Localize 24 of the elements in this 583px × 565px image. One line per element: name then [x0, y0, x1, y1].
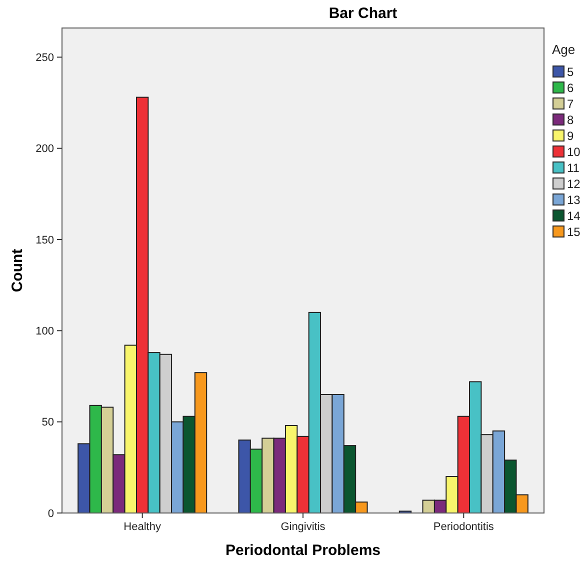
x-tick-label: Periodontitis [433, 521, 494, 533]
legend-label: 12 [567, 177, 581, 191]
legend-label: 15 [567, 225, 581, 239]
y-tick-label: 0 [48, 508, 54, 520]
y-axis-title: Count [9, 248, 26, 292]
legend-label: 14 [567, 209, 581, 223]
legend-label: 6 [567, 81, 574, 95]
y-tick-label: 150 [36, 234, 54, 246]
legend-label: 13 [567, 193, 581, 207]
legend-label: 10 [567, 145, 581, 159]
x-tick-label: Healthy [124, 521, 162, 533]
x-tick-label: Gingivitis [280, 521, 326, 533]
chart-title: Bar Chart [328, 5, 398, 22]
x-axis-title: Periodontal Problems [225, 542, 381, 559]
y-tick-label: 100 [36, 326, 54, 338]
legend-label: 5 [567, 65, 574, 79]
legend-label: 8 [567, 113, 574, 127]
legend-label: 7 [567, 97, 574, 111]
legend-label: 9 [567, 129, 574, 143]
y-tick-label: 50 [42, 416, 54, 429]
legend-label: 11 [567, 161, 580, 175]
legend-title: Age [552, 42, 576, 57]
y-tick-label: 250 [36, 52, 54, 64]
y-tick-label: 200 [36, 143, 54, 156]
